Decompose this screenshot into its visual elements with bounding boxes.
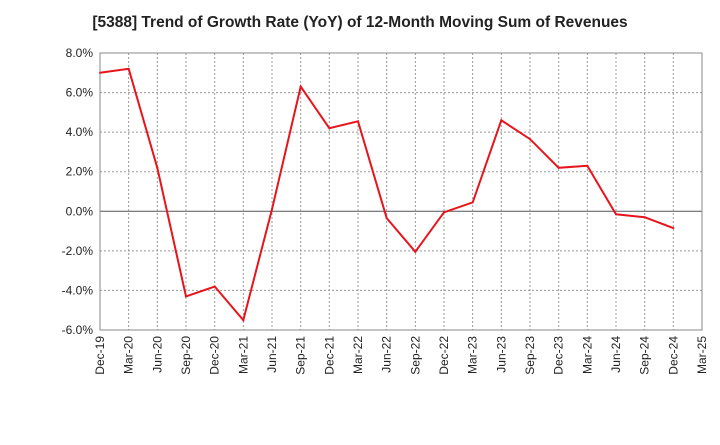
data-point xyxy=(443,211,445,214)
data-point xyxy=(672,227,675,230)
chart-title: [5388] Trend of Growth Rate (YoY) of 12-… xyxy=(92,14,628,31)
x-tick-label: Mar-25 xyxy=(695,336,709,374)
x-tick-label: Sep-23 xyxy=(523,336,537,375)
x-tick-label: Sep-20 xyxy=(179,336,193,375)
y-tick-label: 8.0% xyxy=(66,46,94,60)
plot-border xyxy=(99,52,703,331)
data-point xyxy=(271,208,273,211)
data-point xyxy=(529,138,531,141)
data-point xyxy=(500,119,503,122)
x-tick-label: Jun-22 xyxy=(380,336,394,373)
data-point xyxy=(385,217,388,220)
data-point xyxy=(156,166,159,169)
x-tick-label: Dec-21 xyxy=(322,336,336,375)
data-point xyxy=(127,67,130,70)
data-point xyxy=(328,127,331,130)
x-tick-label: Mar-23 xyxy=(466,336,480,374)
x-tick-label: Mar-24 xyxy=(580,336,594,374)
y-tick-label: 6.0% xyxy=(66,86,94,100)
x-tick-label: Jun-21 xyxy=(265,336,279,373)
x-tick-label: Dec-24 xyxy=(666,336,680,375)
data-point xyxy=(414,250,417,253)
y-tick-label: -4.0% xyxy=(62,283,94,297)
data-point xyxy=(99,71,101,74)
x-tick-label: Dec-20 xyxy=(208,336,222,375)
y-tick-label: -6.0% xyxy=(62,323,94,337)
x-tick-label: Jun-23 xyxy=(494,336,508,373)
data-point xyxy=(643,216,646,219)
y-tick-label: 2.0% xyxy=(66,165,94,179)
data-point xyxy=(471,201,474,204)
x-tick-label: Jun-20 xyxy=(150,336,164,373)
x-tick-label: Mar-20 xyxy=(122,336,136,374)
x-tick-label: Dec-23 xyxy=(552,336,566,375)
data-point xyxy=(299,85,302,88)
data-point xyxy=(557,166,560,169)
y-tick-label: 4.0% xyxy=(66,125,94,139)
x-tick-label: Dec-22 xyxy=(437,336,451,375)
x-tick-label: Sep-22 xyxy=(408,336,422,375)
data-point xyxy=(242,319,245,322)
x-tick-label: Mar-21 xyxy=(236,336,250,374)
data-point xyxy=(213,285,216,288)
y-tick-label: -2.0% xyxy=(62,244,94,258)
data-point xyxy=(357,120,359,123)
x-tick-label: Dec-19 xyxy=(93,336,107,375)
data-point xyxy=(615,213,617,216)
y-tick-label: 0.0% xyxy=(66,204,94,218)
x-tick-label: Mar-22 xyxy=(351,336,365,374)
x-tick-label: Sep-24 xyxy=(638,336,652,375)
x-tick-label: Jun-24 xyxy=(609,336,623,373)
plot-area xyxy=(100,53,702,330)
x-tick-label: Sep-21 xyxy=(294,336,308,375)
data-point xyxy=(586,164,589,167)
data-point xyxy=(185,295,187,298)
